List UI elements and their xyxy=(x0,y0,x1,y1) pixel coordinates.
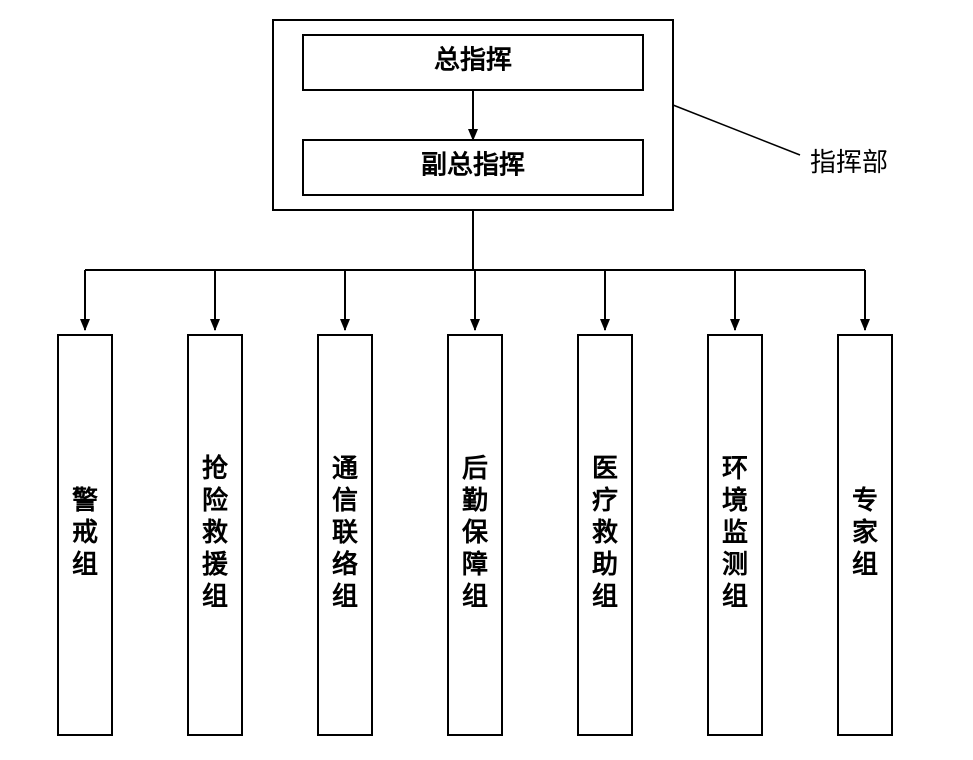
team-label-2: 通信联络组 xyxy=(332,454,358,611)
team-label-4: 医疗救助组 xyxy=(592,454,618,611)
deputy-label: 副总指挥 xyxy=(421,150,525,179)
team-label-6: 专家组 xyxy=(852,486,878,579)
commander-label: 总指挥 xyxy=(434,45,512,74)
team-label-5: 环境监测组 xyxy=(722,454,748,611)
hq-annotation-label: 指挥部 xyxy=(810,148,888,177)
team-label-3: 后勤保障组 xyxy=(461,454,489,611)
hq-annotation-line xyxy=(673,105,800,155)
team-label-1: 抢险救援组 xyxy=(202,453,229,611)
team-label-0: 警戒组 xyxy=(72,485,98,579)
